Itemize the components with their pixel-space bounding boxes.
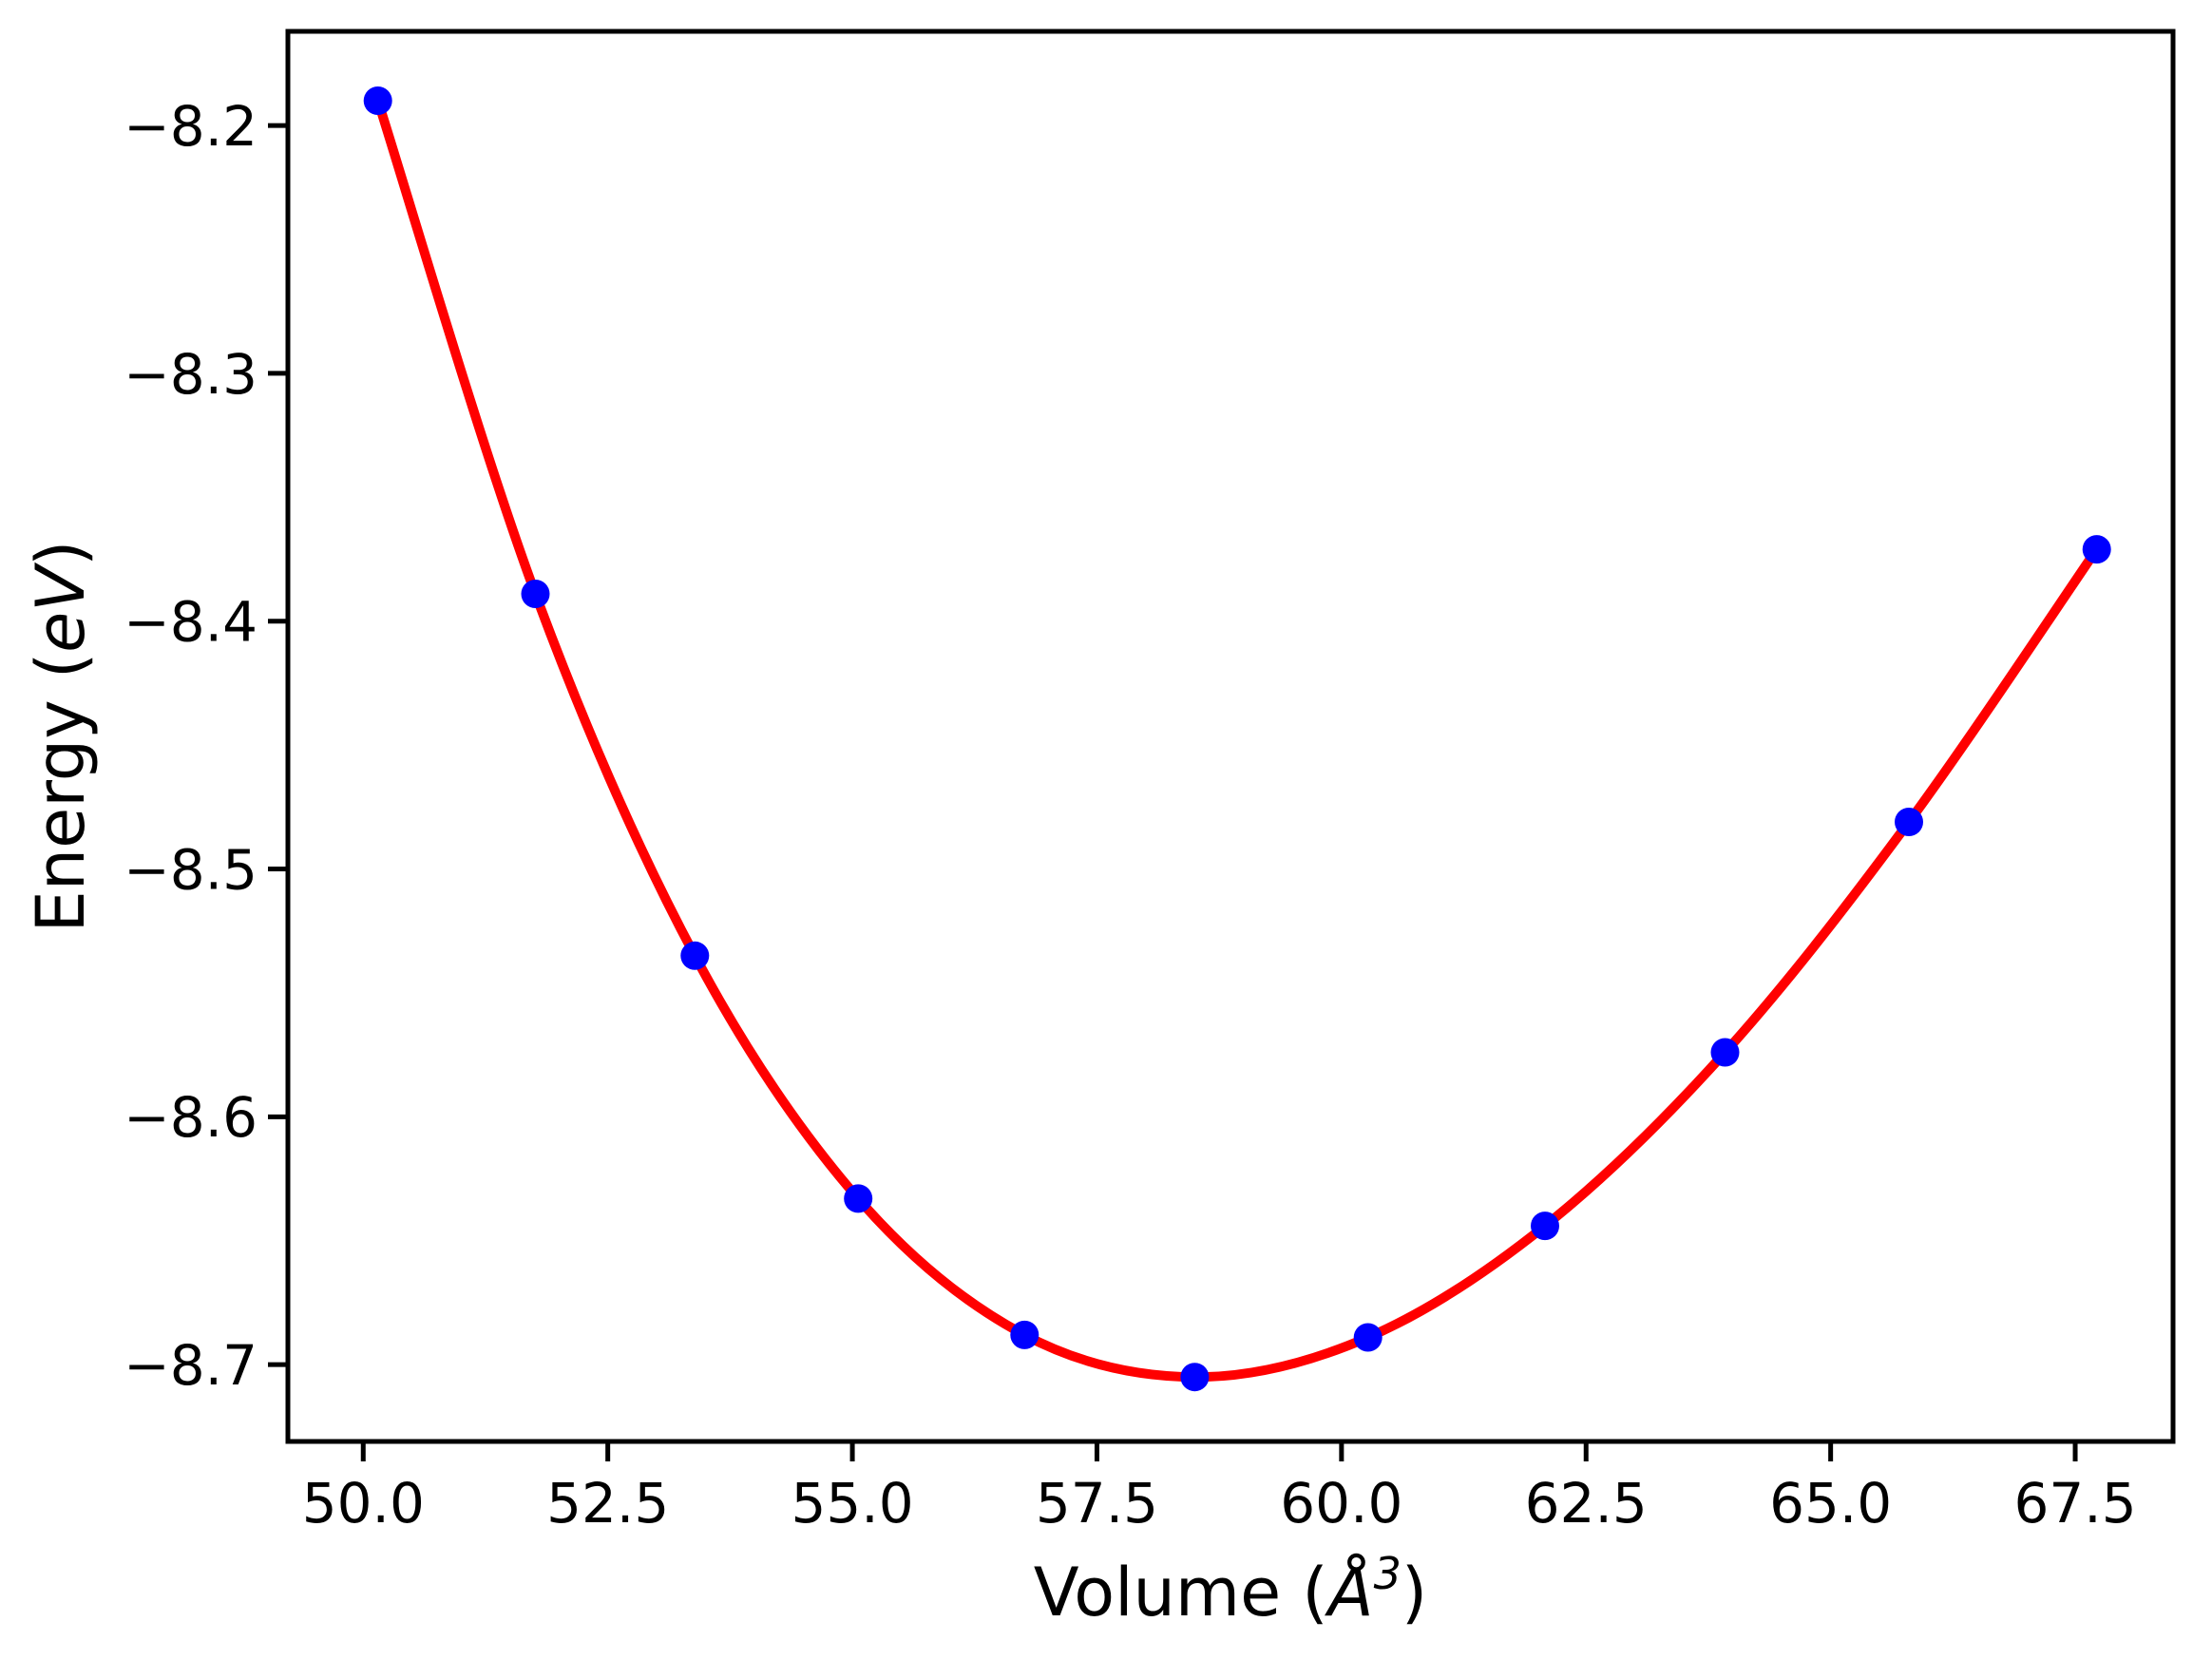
data-point [363, 86, 392, 115]
x-tick-label: 57.5 [1036, 1471, 1158, 1536]
x-axis-label-prefix: Volume ( [1034, 1554, 1328, 1631]
y-axis-label: Energy (eV) [22, 541, 100, 933]
y-tick-label: −8.4 [124, 590, 257, 655]
x-tick-label: 60.0 [1280, 1471, 1402, 1536]
x-tick-label: 67.5 [2013, 1471, 2136, 1536]
y-tick-label: −8.2 [124, 94, 257, 159]
x-tick-label: 55.0 [791, 1471, 913, 1536]
x-axis-label: Volume (Å3) [1034, 1548, 1427, 1631]
x-axis-label-suffix: ) [1402, 1554, 1427, 1631]
y-tick-label: −8.3 [124, 342, 257, 407]
data-point [1353, 1323, 1382, 1352]
data-point-series [363, 86, 2111, 1392]
x-tick-label: 50.0 [302, 1471, 425, 1536]
x-axis-ticks [360, 1441, 2078, 1461]
y-axis-label-suffix: ) [22, 541, 100, 566]
y-axis-tick-labels: −8.2 −8.3 −8.4 −8.5 −8.6 −8.7 [124, 94, 257, 1398]
data-point [521, 580, 550, 608]
data-point [1010, 1320, 1039, 1349]
y-tick-label: −8.6 [124, 1085, 257, 1150]
eos-fit-curve [372, 96, 2102, 1383]
data-point [844, 1184, 873, 1213]
y-tick-label: −8.7 [124, 1333, 257, 1398]
data-point [2082, 535, 2111, 564]
y-axis-label-unit: eV [22, 563, 100, 653]
data-point [680, 941, 710, 970]
x-axis-label-unit: Å [1325, 1554, 1374, 1631]
x-axis-label-exponent: 3 [1374, 1548, 1402, 1599]
x-tick-label: 65.0 [1769, 1471, 1892, 1536]
data-point [1531, 1212, 1559, 1241]
x-tick-label: 52.5 [546, 1471, 669, 1536]
data-point [1710, 1038, 1740, 1067]
data-point [1180, 1363, 1210, 1392]
x-axis-tick-labels: 50.0 52.5 55.0 57.5 60.0 62.5 65.0 67.5 [302, 1471, 2137, 1536]
y-axis-label-prefix: Energy ( [22, 653, 100, 933]
data-point [1895, 808, 1923, 836]
x-tick-label: 62.5 [1525, 1471, 1648, 1536]
y-axis-ticks [268, 123, 288, 1367]
y-tick-label: −8.5 [124, 837, 257, 902]
plot-frame [285, 29, 2176, 1444]
